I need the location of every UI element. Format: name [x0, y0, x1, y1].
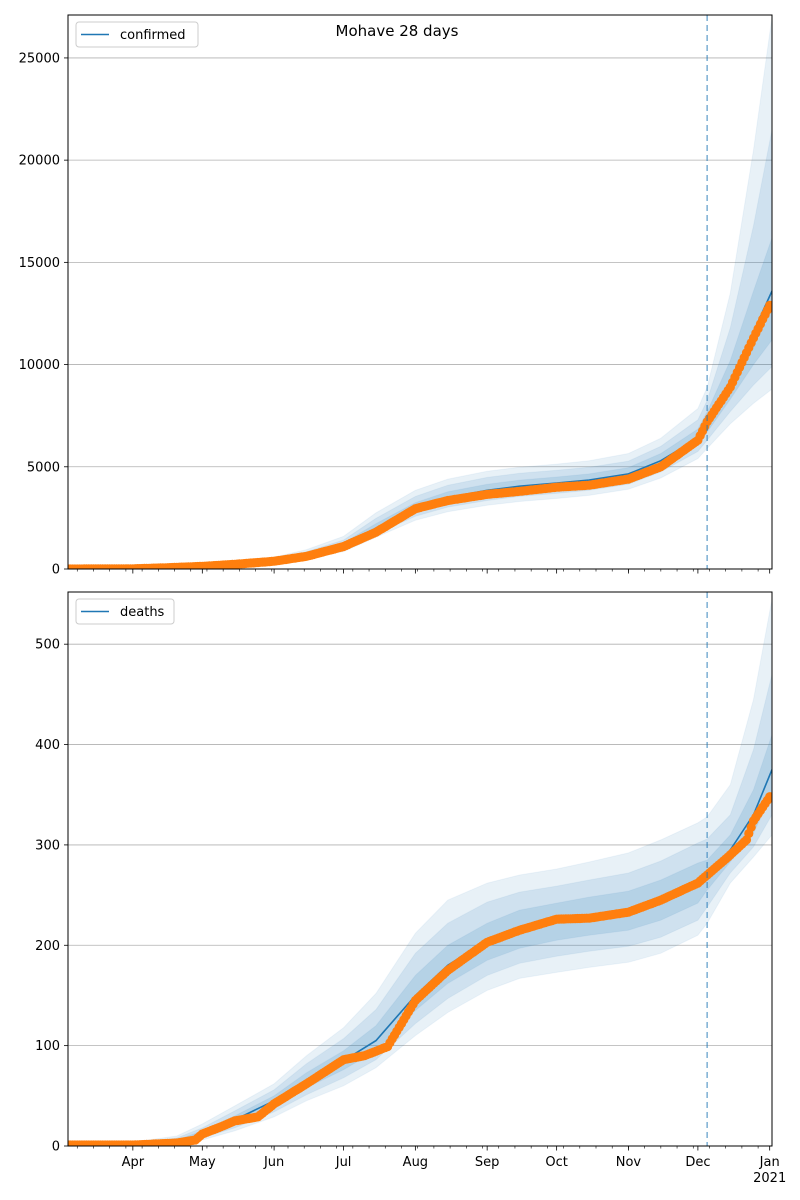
legend-label: deaths: [120, 605, 165, 620]
axes-frame: [67, 14, 773, 570]
x-tick-label: Jan: [759, 1155, 780, 1170]
model-median-line: [68, 290, 772, 569]
x-tick-label: Jun: [263, 1155, 284, 1170]
x-tick-label: Aug: [403, 1155, 428, 1170]
plot-area: [68, 16, 772, 569]
y-tick-label: 200: [35, 939, 60, 954]
x-tick-label: May: [189, 1155, 216, 1170]
x-year-label: 2021: [753, 1171, 786, 1186]
y-tick-label: 0: [52, 563, 60, 578]
legend-box: [75, 21, 199, 48]
observed-point: [765, 792, 772, 802]
legend-box: [75, 598, 175, 625]
y-tick-label: 5000: [27, 460, 60, 475]
legend-label: confirmed: [120, 28, 186, 43]
x-tick-label: Nov: [616, 1155, 642, 1170]
observed-point: [765, 300, 772, 310]
y-tick-label: 100: [35, 1039, 60, 1054]
x-tick-label: Dec: [685, 1155, 710, 1170]
uncertainty-band-50: [68, 734, 772, 1146]
figure-title: Mohave 28 days: [336, 22, 459, 40]
y-tick-label: 300: [35, 838, 60, 853]
y-tick-label: 400: [35, 738, 60, 753]
y-tick-label: 500: [35, 638, 60, 653]
y-tick-label: 20000: [19, 154, 60, 169]
uncertainty-band-95: [68, 16, 772, 569]
uncertainty-band-95: [68, 598, 772, 1146]
confirmed-panel: 0 5000 10000 15000 20000 25000 confirmed: [19, 14, 773, 578]
observed-points: [68, 300, 772, 569]
axes-frame: [67, 591, 773, 1147]
legend: deaths: [75, 598, 175, 625]
x-tick-label: Sep: [475, 1155, 500, 1170]
observed-points: [68, 792, 772, 1146]
legend: confirmed: [75, 21, 199, 48]
y-tick-label: 25000: [19, 51, 60, 66]
deaths-panel: 0 100 200 300 400 500 Apr May Jun Jul Aug Sep Oct Nov…: [35, 591, 786, 1186]
x-tick-label: Apr: [122, 1155, 145, 1170]
y-tick-label: 0: [52, 1140, 60, 1155]
y-tick-label: 10000: [19, 358, 60, 373]
x-tick-label: Jul: [335, 1155, 352, 1170]
x-tick-label: Oct: [545, 1155, 567, 1170]
plot-area: [68, 598, 772, 1146]
y-tick-label: 15000: [19, 256, 60, 271]
